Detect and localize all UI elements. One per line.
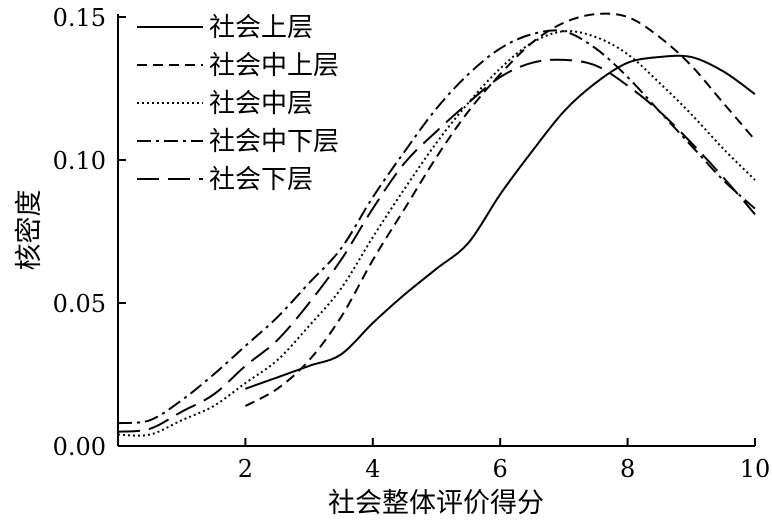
legend-label-1: 社会上层 — [209, 13, 313, 43]
axes — [117, 14, 755, 447]
series-line-2 — [244, 12, 756, 407]
x-axis-title: 社会整体评价得分 — [328, 488, 544, 519]
series-line-3 — [117, 30, 756, 437]
legend-label-2: 社会中上层 — [209, 51, 339, 81]
ticks: 2 4 6 8 10 0.00 0.05 0.10 0.15 — [53, 4, 771, 483]
x-tick-label: 2 — [238, 455, 253, 483]
legend-label-5: 社会下层 — [209, 165, 313, 195]
legend-label-4: 社会中下层 — [209, 127, 339, 157]
x-tick-label: 6 — [493, 455, 508, 483]
series-line-4 — [117, 29, 756, 425]
series-line-1 — [245, 54, 756, 390]
legend-label-3: 社会中层 — [209, 89, 313, 119]
x-tick-label: 4 — [365, 455, 380, 483]
y-tick-label: 0.15 — [53, 4, 106, 32]
x-tick-label: 8 — [620, 455, 635, 483]
series-lines — [117, 12, 756, 437]
y-tick-label: 0.10 — [53, 147, 106, 175]
y-axis-title: 核密度 — [14, 190, 45, 271]
series-line-5 — [117, 58, 756, 433]
y-tick-label: 0.00 — [53, 433, 106, 461]
x-tick-label: 10 — [740, 455, 771, 483]
y-tick-label: 0.05 — [53, 290, 106, 318]
